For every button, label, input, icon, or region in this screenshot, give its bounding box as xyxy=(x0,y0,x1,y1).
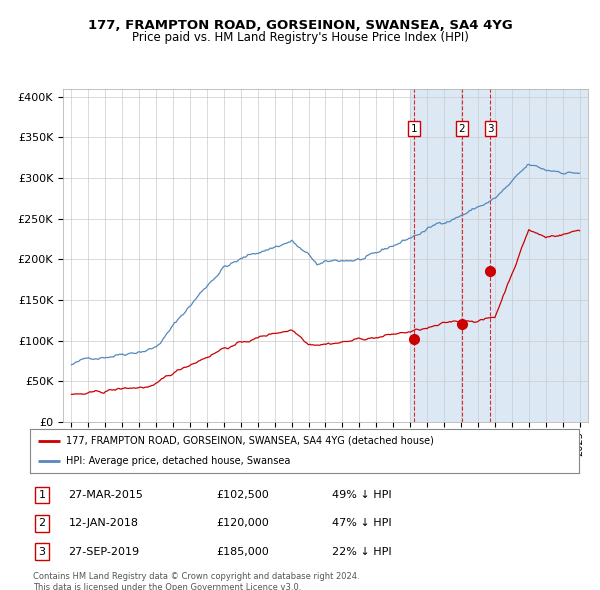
Text: 177, FRAMPTON ROAD, GORSEINON, SWANSEA, SA4 4YG: 177, FRAMPTON ROAD, GORSEINON, SWANSEA, … xyxy=(88,19,512,32)
Text: 1: 1 xyxy=(411,123,418,133)
Text: 27-MAR-2015: 27-MAR-2015 xyxy=(68,490,143,500)
Text: 2: 2 xyxy=(458,123,465,133)
Text: 27-SEP-2019: 27-SEP-2019 xyxy=(68,547,140,556)
Text: 47% ↓ HPI: 47% ↓ HPI xyxy=(332,519,392,528)
Text: 1: 1 xyxy=(38,490,46,500)
Text: £120,000: £120,000 xyxy=(217,519,269,528)
Text: 2: 2 xyxy=(38,519,46,528)
Text: 49% ↓ HPI: 49% ↓ HPI xyxy=(332,490,392,500)
Text: HPI: Average price, detached house, Swansea: HPI: Average price, detached house, Swan… xyxy=(65,456,290,466)
Text: 22% ↓ HPI: 22% ↓ HPI xyxy=(332,547,392,556)
Bar xyxy=(410,88,588,422)
Text: 12-JAN-2018: 12-JAN-2018 xyxy=(68,519,139,528)
Text: Price paid vs. HM Land Registry's House Price Index (HPI): Price paid vs. HM Land Registry's House … xyxy=(131,31,469,44)
Text: £185,000: £185,000 xyxy=(217,547,269,556)
Text: £102,500: £102,500 xyxy=(217,490,269,500)
Text: Contains HM Land Registry data © Crown copyright and database right 2024.
This d: Contains HM Land Registry data © Crown c… xyxy=(33,572,359,590)
Text: 3: 3 xyxy=(38,547,46,556)
Text: 177, FRAMPTON ROAD, GORSEINON, SWANSEA, SA4 4YG (detached house): 177, FRAMPTON ROAD, GORSEINON, SWANSEA, … xyxy=(65,436,434,446)
Text: 3: 3 xyxy=(487,123,494,133)
